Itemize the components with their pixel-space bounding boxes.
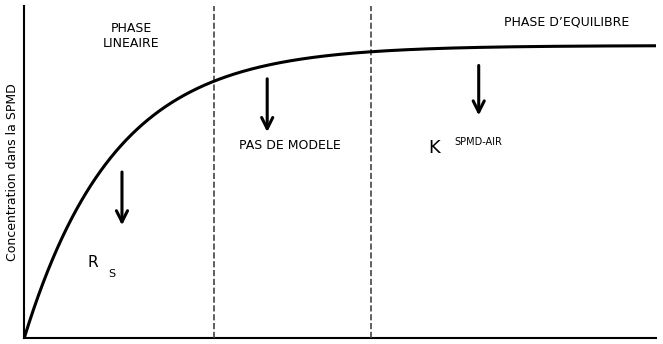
- Text: PHASE D’EQUILIBRE: PHASE D’EQUILIBRE: [504, 15, 629, 29]
- Text: PAS DE MODELE: PAS DE MODELE: [239, 139, 341, 152]
- Y-axis label: Concentration dans la SPMD: Concentration dans la SPMD: [5, 83, 19, 261]
- Text: S: S: [108, 269, 115, 279]
- Text: R: R: [88, 255, 98, 270]
- Text: SPMD-AIR: SPMD-AIR: [455, 137, 503, 147]
- Text: PHASE
LINEAIRE: PHASE LINEAIRE: [103, 22, 160, 50]
- Text: K: K: [428, 139, 440, 157]
